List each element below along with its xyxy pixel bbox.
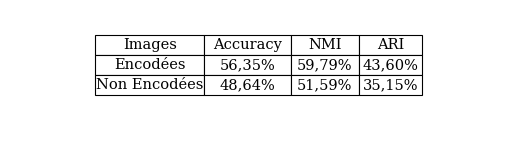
FancyBboxPatch shape bbox=[95, 55, 204, 75]
Text: ARI: ARI bbox=[377, 38, 404, 52]
FancyBboxPatch shape bbox=[290, 75, 358, 95]
FancyBboxPatch shape bbox=[290, 35, 358, 55]
FancyBboxPatch shape bbox=[358, 35, 422, 55]
Text: 48,64%: 48,64% bbox=[220, 78, 275, 92]
Text: Accuracy: Accuracy bbox=[213, 38, 282, 52]
Text: 35,15%: 35,15% bbox=[363, 78, 418, 92]
FancyBboxPatch shape bbox=[95, 35, 204, 55]
FancyBboxPatch shape bbox=[95, 75, 204, 95]
FancyBboxPatch shape bbox=[358, 55, 422, 75]
Text: 43,60%: 43,60% bbox=[363, 58, 418, 72]
Text: NMI: NMI bbox=[308, 38, 341, 52]
Text: Encodées: Encodées bbox=[114, 58, 185, 72]
Text: 51,59%: 51,59% bbox=[297, 78, 352, 92]
Text: 59,79%: 59,79% bbox=[297, 58, 353, 72]
FancyBboxPatch shape bbox=[290, 55, 358, 75]
FancyBboxPatch shape bbox=[204, 35, 290, 55]
Text: 56,35%: 56,35% bbox=[220, 58, 275, 72]
Text: Images: Images bbox=[123, 38, 177, 52]
Text: Non Encodées: Non Encodées bbox=[96, 78, 203, 92]
FancyBboxPatch shape bbox=[204, 75, 290, 95]
FancyBboxPatch shape bbox=[358, 75, 422, 95]
FancyBboxPatch shape bbox=[204, 55, 290, 75]
